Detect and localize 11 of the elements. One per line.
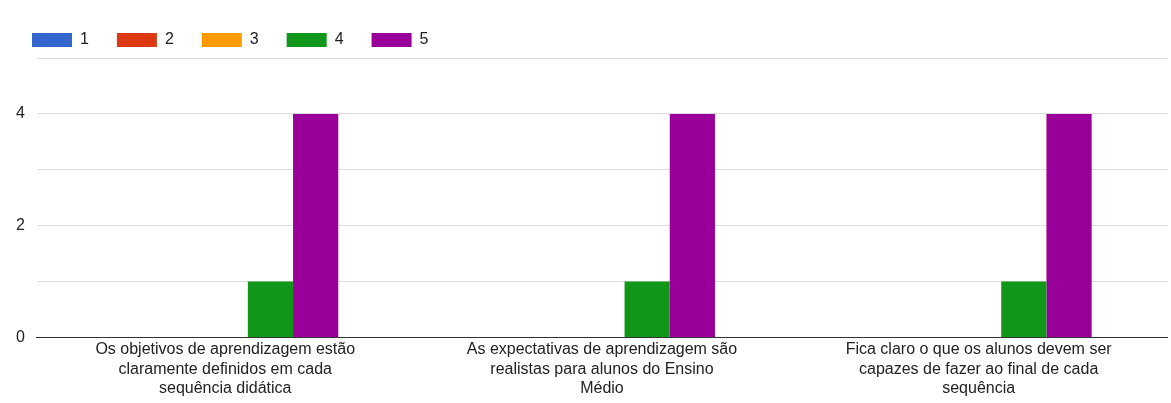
y-tick-label: 2	[15, 216, 25, 234]
x-tick-label: Fica claro o que os alunos devem ser capazes de fazer ao final de cada sequência	[845, 340, 1113, 396]
x-tick-label: Os objetivos de aprendizagem estão claramente definidos em cada sequência didática	[95, 340, 356, 396]
legend-label: 1	[80, 30, 89, 48]
x-tick-label: As expectativas de aprendizagem são realistas para alunos do Ensino Médio	[466, 340, 738, 396]
legend-label: 3	[249, 30, 259, 48]
legend-label: 5	[419, 30, 429, 48]
legend-label: 4	[334, 30, 344, 48]
y-tick-label: 0	[15, 327, 25, 345]
legend-label: 2	[164, 30, 174, 48]
y-tick-label: 4	[15, 104, 25, 122]
